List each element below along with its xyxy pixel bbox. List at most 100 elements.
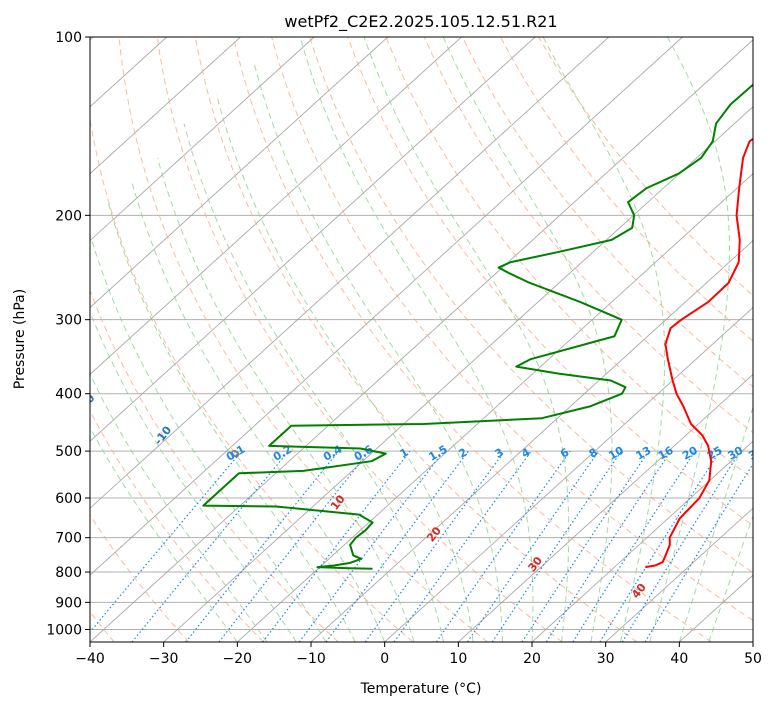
x-axis: −40 −30 −20 −10 0 10 20 30 40 50 xyxy=(75,642,762,667)
isotherm-line xyxy=(163,106,753,642)
mixing-ratio-label: 36 xyxy=(746,444,766,463)
moist-adiabat-line xyxy=(253,61,504,642)
moist-adiabat-line xyxy=(363,37,570,642)
mixing-ratio-label: 13 xyxy=(634,444,654,463)
chart-title: wetPf2_C2E2.2025.105.12.51.R21 xyxy=(284,12,557,32)
dry-adiabat-line xyxy=(90,116,414,642)
mixing-ratio-label: 3 xyxy=(493,446,506,461)
moist-adiabat-line xyxy=(542,37,666,642)
isotherm-line xyxy=(90,37,610,509)
y-tick-label: 1000 xyxy=(46,622,82,638)
x-tick-label: 30 xyxy=(597,651,615,667)
mixing-ratio-label: 1.5 xyxy=(426,443,449,464)
dry-adiabat-line xyxy=(90,514,190,642)
isotherm-line xyxy=(90,37,389,309)
mixing-ratio-line xyxy=(262,450,411,642)
dewpoint-profile-line xyxy=(202,83,753,570)
mixing-ratio-line xyxy=(131,450,290,642)
y-axis: 100 200 300 400 500 600 700 800 900 1000 xyxy=(46,30,90,638)
pressure-gridlines xyxy=(90,37,753,630)
mixing-ratio-label: 30 xyxy=(725,444,745,463)
mixing-ratio-label: 0.4 xyxy=(321,442,345,463)
moist-adiabat-lines xyxy=(90,37,753,642)
y-tick-label: 800 xyxy=(55,565,82,581)
dry-adiabat-line xyxy=(90,409,264,642)
mixing-ratio-line xyxy=(435,450,571,642)
mixing-ratio-line xyxy=(185,450,340,642)
temperature-profile-line xyxy=(645,137,753,569)
moist-adiabat-line xyxy=(215,94,474,642)
x-tick-label: −30 xyxy=(149,651,179,667)
x-tick-label: 0 xyxy=(380,651,389,667)
moist-adiabat-line xyxy=(649,37,730,642)
dry-adiabat-label: 20 xyxy=(424,524,444,544)
mixing-ratio-line xyxy=(90,450,243,634)
mixing-ratio-line xyxy=(467,450,600,642)
mixing-ratio-label: 6 xyxy=(558,445,571,460)
moist-adiabat-line xyxy=(299,37,534,642)
y-tick-label: 200 xyxy=(55,208,82,224)
mixing-ratio-label: 4 xyxy=(519,445,532,460)
isotherm-lines xyxy=(90,37,753,642)
isotherm-line xyxy=(90,37,536,442)
x-tick-label: 20 xyxy=(523,651,541,667)
dry-adiabat-line xyxy=(90,289,339,642)
y-tick-label: 700 xyxy=(55,531,82,547)
mixing-ratio-label: 2 xyxy=(456,446,469,461)
isotherm-line xyxy=(384,306,753,642)
x-tick-label: 50 xyxy=(744,651,762,667)
isotherm-line xyxy=(605,507,753,642)
dry-adiabat-line xyxy=(156,37,563,642)
mixing-ratio-label: 10 xyxy=(606,444,626,463)
mixing-ratio-line xyxy=(393,450,532,642)
y-tick-label: 500 xyxy=(55,444,82,460)
dry-adiabat-lines xyxy=(90,37,753,642)
sounding-series xyxy=(202,83,753,570)
dry-adiabat-line xyxy=(461,37,753,388)
isotherm-line xyxy=(458,373,753,642)
isotherm-line xyxy=(90,39,753,642)
moist-adiabat-line xyxy=(90,232,327,642)
isotherm-line xyxy=(237,173,753,642)
y-tick-label: 900 xyxy=(55,595,82,611)
y-tick-label: 600 xyxy=(55,491,82,507)
plot-area: -100-90-80-70-60-50-40-30-20-10010203040… xyxy=(75,37,766,642)
dry-adiabat-line xyxy=(309,37,753,574)
dry-adiabat-line xyxy=(232,37,712,642)
dry-adiabat-label: -10 xyxy=(152,423,175,447)
mixing-ratio-line xyxy=(572,450,696,642)
dry-adiabat-label: -20 xyxy=(75,391,98,415)
dry-adiabat-line xyxy=(347,37,753,527)
dry-adiabat-line xyxy=(194,37,638,642)
mixing-ratio-line xyxy=(364,450,506,642)
dry-adiabat-label: 30 xyxy=(525,554,545,574)
dry-adiabat-line xyxy=(271,37,753,621)
moist-adiabat-line xyxy=(708,514,753,642)
dry-adiabat-line xyxy=(500,37,753,342)
y-tick-label: 300 xyxy=(55,313,82,329)
isotherm-line xyxy=(679,574,753,642)
x-axis-label: Temperature (°C) xyxy=(360,681,482,697)
y-tick-label: 100 xyxy=(55,30,82,46)
moist-adiabat-line xyxy=(183,123,445,642)
mixing-ratio-line xyxy=(218,450,370,642)
dry-adiabat-line xyxy=(118,37,488,642)
mixing-ratio-line xyxy=(325,450,470,642)
mixing-ratio-line xyxy=(621,450,741,642)
isotherm-line xyxy=(531,440,753,642)
mixing-ratio-line xyxy=(491,450,622,642)
mixing-ratio-lines xyxy=(90,450,753,642)
isotherm-line xyxy=(90,37,241,175)
moist-adiabat-line xyxy=(90,310,297,642)
isotherm-line xyxy=(90,37,683,576)
x-tick-label: 40 xyxy=(670,651,688,667)
mixing-ratio-label: 0.1 xyxy=(224,443,247,464)
x-tick-label: −40 xyxy=(75,651,105,667)
isotherm-line xyxy=(90,37,462,375)
plot-frame xyxy=(89,36,754,643)
x-tick-label: −10 xyxy=(296,651,326,667)
isotherm-line xyxy=(310,239,753,642)
y-tick-label: 400 xyxy=(55,387,82,403)
